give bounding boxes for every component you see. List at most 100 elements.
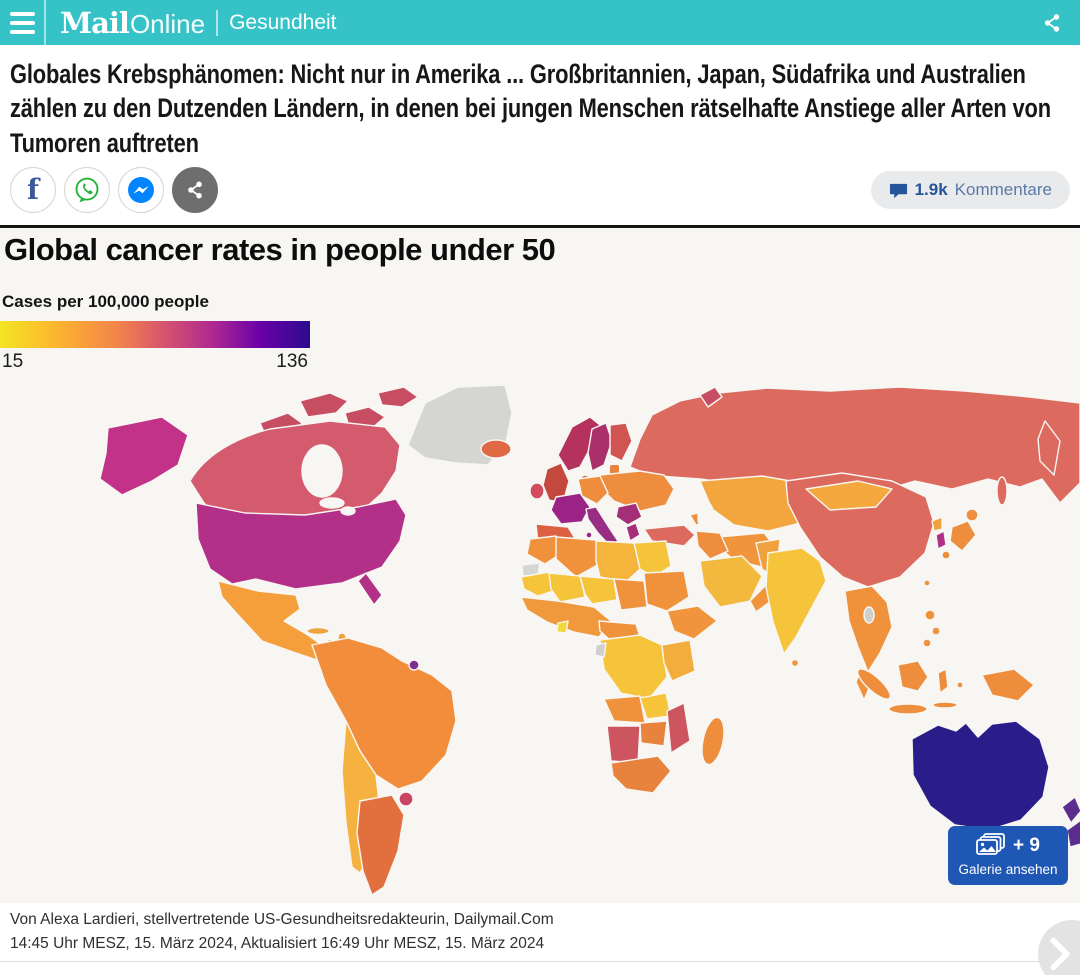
russia-kamchatka <box>1037 420 1061 476</box>
indonesia-sumatra <box>857 668 891 700</box>
caspian-sea-water <box>697 501 715 533</box>
region-central-africa <box>599 634 668 700</box>
country-philippines2 <box>931 626 941 636</box>
country-morocco <box>526 535 563 565</box>
country-iceland <box>480 439 512 459</box>
messenger-icon <box>128 177 154 203</box>
country-uruguay <box>398 791 414 807</box>
country-france <box>550 492 591 525</box>
whatsapp-icon <box>75 177 99 203</box>
country-australia <box>911 720 1050 831</box>
chevron-right-icon <box>1050 937 1070 971</box>
indonesia-moluccas <box>956 681 964 689</box>
top-navigation-bar: Mail Online Gesundheit <box>0 0 1080 45</box>
dateline: 14:45 Uhr MESZ, 15. März 2024, Aktualisi… <box>10 935 545 952</box>
messenger-share-button[interactable] <box>118 167 164 213</box>
section-divider <box>0 961 1080 962</box>
share-icon[interactable] <box>1040 11 1064 35</box>
whatsapp-share-button[interactable] <box>64 167 110 213</box>
indonesia-java <box>888 703 928 715</box>
gallery-label: Galerie ansehen <box>958 862 1058 877</box>
country-south-africa <box>610 755 672 794</box>
country-new-zealand-south <box>1066 819 1080 848</box>
country-turkey <box>643 524 696 547</box>
section-label: Gesundheit <box>229 10 337 34</box>
country-alaska <box>99 416 189 496</box>
facebook-share-button[interactable]: f <box>10 167 56 213</box>
hudson-bay-water <box>301 444 343 498</box>
great-lakes-water2 <box>340 506 356 516</box>
region-se-asia <box>844 585 893 673</box>
country-french-guiana <box>408 659 420 671</box>
region-horn-africa <box>666 605 718 640</box>
article-headline: Globales Krebsphänomen: Nicht nur in Ame… <box>10 59 1051 158</box>
country-south-korea <box>935 530 947 550</box>
country-mali <box>548 572 586 603</box>
country-sri-lanka <box>790 658 800 668</box>
country-chad <box>613 578 648 611</box>
country-finland <box>609 422 633 462</box>
social-share-row: f 1.9k <box>10 166 1070 214</box>
comment-bubble-icon <box>889 183 907 198</box>
country-mauritania <box>520 571 557 597</box>
comment-label: Kommentare <box>954 180 1052 199</box>
region-balkans <box>615 502 643 526</box>
comment-count: 1.9k <box>914 180 948 199</box>
region-zimbabwe-botswana <box>639 720 668 747</box>
country-philippines3 <box>922 638 932 648</box>
country-cuba <box>306 626 330 636</box>
italy-sardinia <box>585 531 593 539</box>
gallery-count: + 9 <box>1013 835 1040 856</box>
indonesia-lesser-sunda <box>932 701 958 709</box>
country-argentina <box>356 794 405 896</box>
map-legend-label: Cases per 100,000 people <box>2 292 209 311</box>
japan-hokkaido <box>965 508 979 522</box>
russia-novaya-zemlya <box>699 386 723 408</box>
great-lakes-water <box>319 497 345 509</box>
next-article-button[interactable] <box>1038 920 1080 975</box>
logo-online-text: Online <box>129 8 206 39</box>
region-west-africa <box>520 596 612 638</box>
map-legend-gradient <box>0 321 310 348</box>
usa-florida <box>357 572 383 606</box>
byline: Von Alexa Lardieri, stellvertretende US-… <box>10 911 554 928</box>
country-angola <box>603 695 646 724</box>
region-south-america <box>311 637 457 790</box>
choropleth-world-map <box>99 384 1080 896</box>
article-meta: Von Alexa Lardieri, stellvertretende US-… <box>10 908 554 956</box>
country-madagascar <box>701 716 725 766</box>
legend-min: 15 <box>2 351 24 372</box>
map-legend-scale: 15 136 <box>2 351 308 373</box>
map-title: Global cancer rates in people under 50 <box>4 232 556 267</box>
country-zambia <box>639 692 672 720</box>
country-gabon <box>594 642 607 658</box>
country-namibia <box>606 725 641 764</box>
country-laos <box>863 606 875 624</box>
share-nodes-icon <box>188 181 202 199</box>
country-sudan <box>643 570 690 612</box>
country-philippines1 <box>924 609 936 621</box>
country-mozambique <box>666 702 691 754</box>
hamburger-menu-icon[interactable] <box>0 0 46 45</box>
region-levant <box>695 530 729 560</box>
country-niger <box>579 575 618 605</box>
country-libya <box>595 540 641 583</box>
country-ireland <box>529 482 545 500</box>
mailonline-logo[interactable]: Mail Online <box>60 6 205 40</box>
country-india <box>765 547 827 655</box>
japan-honshu <box>949 520 977 552</box>
country-usa <box>195 498 407 590</box>
country-new-guinea <box>981 668 1035 702</box>
indonesia-sulawesi <box>937 668 949 694</box>
region-east-africa <box>661 639 696 682</box>
header-divider <box>216 9 219 36</box>
country-new-zealand-north <box>1061 796 1080 824</box>
generic-share-button[interactable] <box>172 167 218 213</box>
comments-badge[interactable]: 1.9k Kommentare <box>870 171 1070 209</box>
logo-mail-text: Mail <box>60 5 130 40</box>
country-taiwan <box>923 579 931 587</box>
legend-max: 136 <box>276 351 308 372</box>
hero-map-image[interactable]: Global cancer rates in people under 50 C… <box>0 225 1080 903</box>
gallery-button[interactable]: + 9 Galerie ansehen <box>948 826 1068 885</box>
